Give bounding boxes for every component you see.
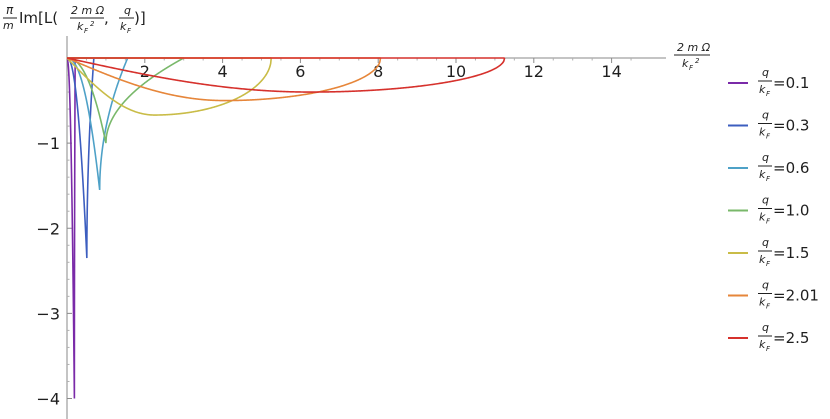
- legend-value: =2.01: [773, 287, 819, 305]
- legend-value: =2.5: [773, 329, 809, 347]
- legend-k: k: [759, 126, 766, 139]
- legend-k-sub: F: [766, 133, 771, 141]
- legend-item: qk F=0.3: [728, 109, 809, 141]
- legend-q: q: [762, 194, 769, 207]
- y-label-frac2-num: q: [124, 4, 131, 17]
- x-tick-label: 12: [524, 62, 544, 81]
- y-label-m: m: [3, 19, 14, 32]
- x-tick-label: 4: [218, 62, 228, 81]
- y-tick-label: −4: [36, 390, 60, 409]
- legend-k-sub: F: [766, 175, 771, 183]
- series-line: [67, 57, 95, 259]
- x-label-num: 2 m Ω: [677, 41, 711, 54]
- legend-item: qk F=0.6: [728, 151, 809, 183]
- y-label-frac1-num: 2 m Ω: [71, 4, 105, 17]
- legend-item: qk F=2.5: [728, 321, 809, 353]
- y-label-frac1-den-sub: F: [84, 27, 89, 35]
- legend-item: qk F=1.0: [728, 194, 809, 226]
- legend-value: =0.6: [773, 159, 809, 177]
- x-axis-label: 2 m Ω k F 2: [674, 41, 711, 72]
- series-line: [66, 57, 382, 102]
- legend-q: q: [762, 321, 769, 334]
- legend-item: qk F=2.01: [728, 279, 819, 311]
- legend-q: q: [762, 151, 769, 164]
- y-label-frac1-den-sup: 2: [90, 20, 95, 28]
- x-label-den-sub: F: [689, 64, 694, 72]
- x-ticks: 2 4 6 8 10 12 14: [85, 58, 632, 81]
- legend-k-sub: F: [766, 90, 771, 98]
- legend: qk F=0.1qk F=0.3qk F=0.6qk F=1.0qk F=1.5qk F=2…: [728, 66, 819, 353]
- legend-k: k: [759, 296, 766, 309]
- x-tick-label: 14: [601, 62, 621, 81]
- legend-item: qk F=0.1: [728, 66, 809, 98]
- legend-k-sub: F: [766, 218, 771, 226]
- x-label-den-sup: 2: [695, 57, 700, 65]
- legend-k-sub: F: [766, 345, 771, 353]
- legend-q: q: [762, 279, 769, 292]
- x-label-den: k: [682, 57, 689, 70]
- legend-value: =1.5: [773, 244, 809, 262]
- legend-q: q: [762, 236, 769, 249]
- y-label-pi: π: [6, 3, 14, 17]
- legend-value: =0.3: [773, 117, 809, 135]
- series-line: [66, 57, 76, 399]
- y-label-frac2-den-sub: F: [127, 27, 132, 35]
- y-tick-label: −1: [36, 134, 60, 153]
- x-tick-label: 10: [446, 62, 466, 81]
- y-label-separator: ,: [104, 9, 109, 27]
- y-label-close: )]: [134, 9, 146, 27]
- y-label-im-open: Im[L(: [19, 9, 58, 27]
- y-label-frac1-den: k: [77, 20, 84, 33]
- series-line: [67, 57, 129, 191]
- legend-k: k: [759, 168, 766, 181]
- y-label-frac2-den: k: [120, 20, 127, 33]
- x-tick-label: 2: [140, 62, 150, 81]
- series-line: [66, 57, 506, 93]
- legend-k: k: [759, 338, 766, 351]
- series-line: [67, 57, 185, 144]
- series-group: [66, 57, 506, 399]
- legend-q: q: [762, 109, 769, 122]
- legend-k: k: [759, 83, 766, 96]
- legend-k-sub: F: [766, 303, 771, 311]
- x-tick-label: 8: [373, 62, 383, 81]
- legend-q: q: [762, 66, 769, 79]
- legend-value: =0.1: [773, 74, 809, 92]
- legend-k: k: [759, 253, 766, 266]
- y-tick-label: −3: [36, 304, 60, 323]
- legend-value: =1.0: [773, 202, 809, 220]
- legend-item: qk F=1.5: [728, 236, 809, 268]
- y-ticks: −1 −2 −3 −4: [36, 74, 72, 409]
- y-axis-label: π m Im[L( 2 m Ω k F 2 , q k F )]: [3, 3, 146, 35]
- legend-k: k: [759, 211, 766, 224]
- legend-k-sub: F: [766, 260, 771, 268]
- y-tick-label: −2: [36, 219, 60, 238]
- x-tick-label: 6: [295, 62, 305, 81]
